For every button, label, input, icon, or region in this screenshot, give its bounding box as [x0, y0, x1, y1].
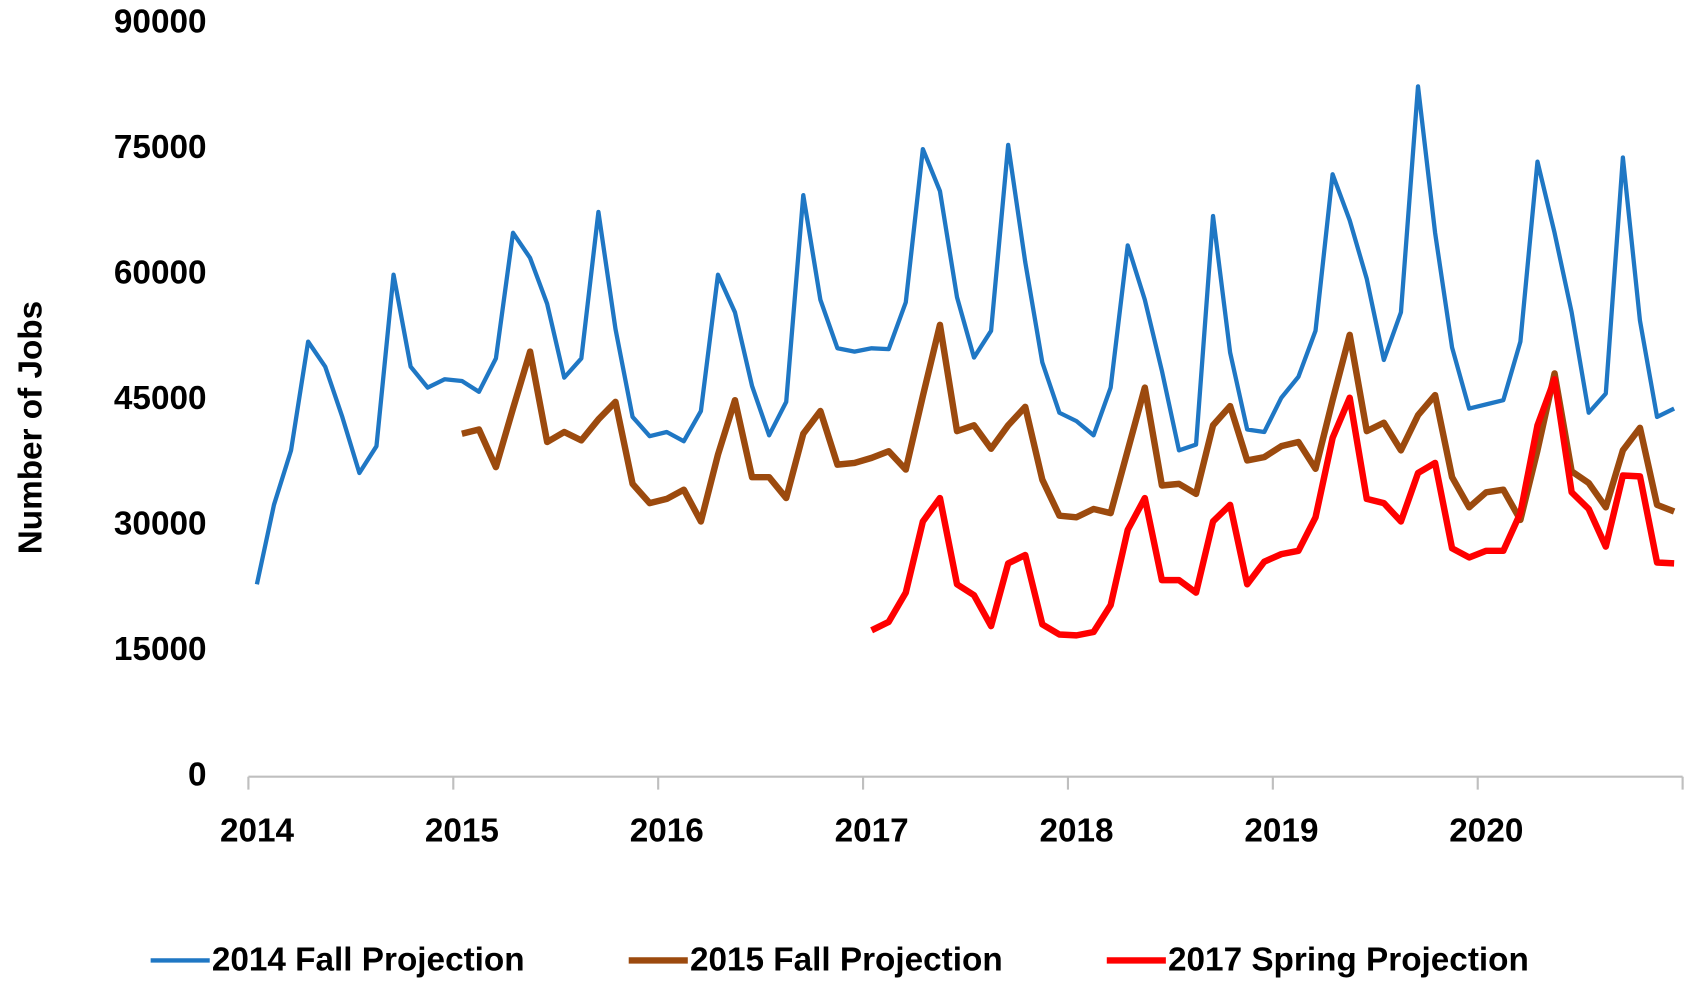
x-tick-label: 2016	[630, 812, 704, 849]
x-tick-label: 2015	[425, 812, 499, 849]
legend-label: 2014 Fall Projection	[212, 941, 525, 978]
legend-label: 2017 Spring Projection	[1168, 941, 1529, 978]
y-axis-label: Number of Jobs	[12, 301, 49, 554]
y-tick-label: 0	[188, 757, 207, 794]
series-line	[254, 84, 1676, 585]
x-tick-label: 2014	[220, 812, 295, 849]
legend-label: 2015 Fall Projection	[690, 941, 1003, 978]
y-tick-label: 75000	[114, 129, 207, 166]
y-tick-label: 30000	[114, 505, 207, 542]
y-tick-label: 15000	[114, 631, 207, 668]
series-line	[461, 321, 1676, 525]
y-tick-label: 60000	[114, 254, 207, 291]
x-tick-label: 2019	[1244, 812, 1318, 849]
x-tick-label: 2020	[1449, 812, 1523, 849]
y-tick-label: 45000	[114, 380, 207, 417]
x-tick-label: 2018	[1040, 812, 1114, 849]
series-line	[870, 376, 1675, 639]
y-tick-label: 90000	[114, 3, 207, 40]
x-tick-label: 2017	[835, 812, 909, 849]
